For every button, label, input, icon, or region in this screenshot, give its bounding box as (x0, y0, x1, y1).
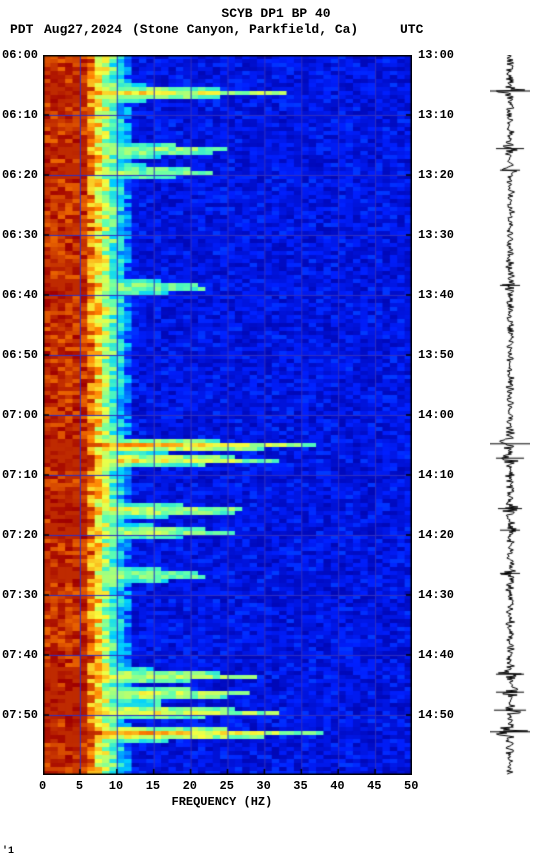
y-right-tick: 13:40 (418, 288, 454, 302)
x-tick: 0 (39, 779, 46, 793)
waveform-trace (490, 55, 530, 775)
x-tick: 50 (404, 779, 418, 793)
spectrogram-plot (43, 55, 412, 775)
header-tz-left: PDT (10, 22, 33, 37)
x-tick: 25 (220, 779, 234, 793)
x-tick: 20 (183, 779, 197, 793)
y-right-tick: 14:50 (418, 708, 454, 722)
header-date: Aug27,2024 (44, 22, 122, 37)
x-tick: 30 (256, 779, 270, 793)
y-left-tick: 06:30 (2, 228, 38, 242)
y-left-tick: 07:10 (2, 468, 38, 482)
y-left-tick: 07:50 (2, 708, 38, 722)
y-right-tick: 13:30 (418, 228, 454, 242)
x-tick: 5 (76, 779, 83, 793)
y-left-tick: 07:30 (2, 588, 38, 602)
x-axis-label: FREQUENCY (HZ) (172, 795, 273, 809)
x-tick: 10 (109, 779, 123, 793)
y-right-tick: 14:30 (418, 588, 454, 602)
header-location: (Stone Canyon, Parkfield, Ca) (132, 22, 358, 37)
y-right-tick: 14:00 (418, 408, 454, 422)
y-left-tick: 06:10 (2, 108, 38, 122)
y-left-tick: 07:00 (2, 408, 38, 422)
y-right-tick: 14:10 (418, 468, 454, 482)
footer-mark: '1 (2, 846, 14, 857)
x-tick: 40 (330, 779, 344, 793)
title-line-1: SCYB DP1 BP 40 (0, 6, 552, 21)
y-left-tick: 06:50 (2, 348, 38, 362)
y-right-tick: 14:40 (418, 648, 454, 662)
x-tick: 15 (146, 779, 160, 793)
y-left-tick: 07:20 (2, 528, 38, 542)
figure-container: SCYB DP1 BP 40 PDT Aug27,2024 (Stone Can… (0, 0, 552, 864)
y-left-tick: 06:00 (2, 48, 38, 62)
y-right-tick: 14:20 (418, 528, 454, 542)
y-right-tick: 13:20 (418, 168, 454, 182)
header-tz-right: UTC (400, 22, 423, 37)
y-left-tick: 07:40 (2, 648, 38, 662)
y-left-tick: 06:40 (2, 288, 38, 302)
y-right-tick: 13:00 (418, 48, 454, 62)
y-right-tick: 13:50 (418, 348, 454, 362)
x-tick: 45 (367, 779, 381, 793)
y-right-tick: 13:10 (418, 108, 454, 122)
x-tick: 35 (293, 779, 307, 793)
y-left-tick: 06:20 (2, 168, 38, 182)
